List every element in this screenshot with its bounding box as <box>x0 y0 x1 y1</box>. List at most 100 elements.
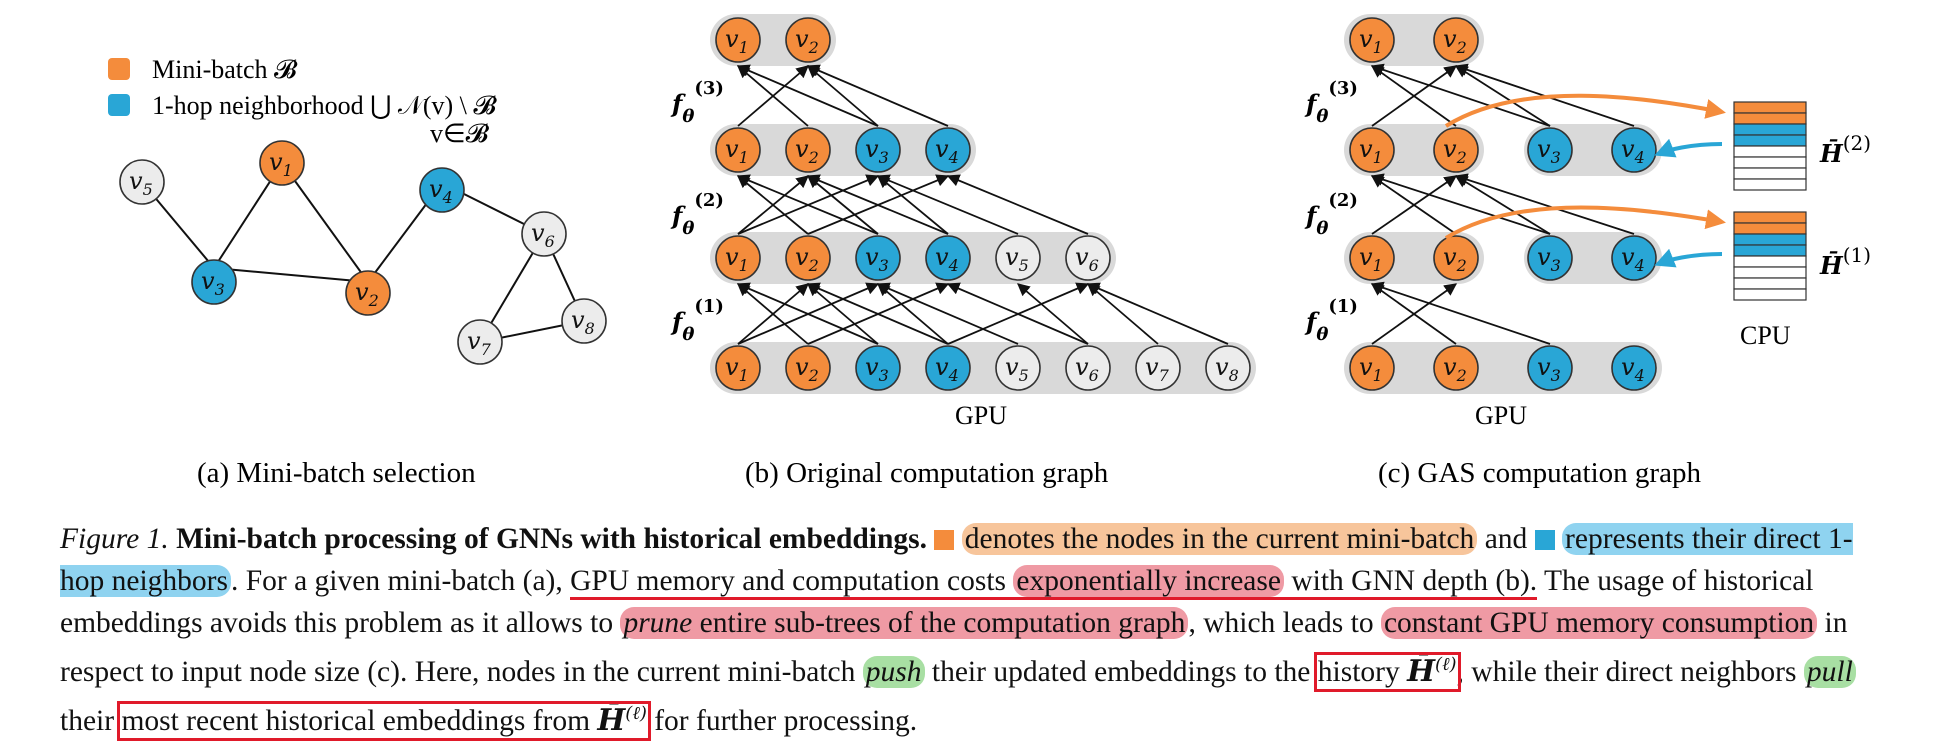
caption-p9: prune <box>623 607 693 639</box>
caption-b: (b) Original computation graph <box>745 457 1109 489</box>
panel-c-layer-3: fθ(3) <box>1304 78 1358 127</box>
node-v1: v1 <box>259 140 305 186</box>
legend-orange-swatch <box>108 58 130 80</box>
legend-neighborhood-label: 1-hop neighborhood ⋃ 𝒩(v) \ 𝓑 <box>152 91 497 120</box>
node-v4: v4 <box>419 167 465 213</box>
node-v2: v2 <box>1433 127 1479 173</box>
node-v2: v2 <box>785 127 831 173</box>
panel-b-layer-2: fθ(2) <box>670 190 724 239</box>
caption-p18: pull <box>1803 655 1856 688</box>
history-stack-1 <box>1733 211 1807 301</box>
panel-c-layer-1: fθ(1) <box>1304 296 1358 345</box>
history-stack-2 <box>1733 101 1807 191</box>
node-v4: v4 <box>925 127 971 173</box>
node-v1: v1 <box>715 127 761 173</box>
panel-b-layer-3: fθ(3) <box>670 78 724 127</box>
node-v4: v4 <box>1611 127 1657 173</box>
node-v2: v2 <box>345 270 391 316</box>
caption-p20: most recent historical embeddings from <box>121 704 591 737</box>
panel-b-edges <box>736 64 1229 345</box>
node-v1: v1 <box>1349 17 1395 63</box>
caption-p7: with GNN depth (b). <box>1291 565 1538 597</box>
blue-square-icon <box>1534 530 1555 550</box>
node-v2: v2 <box>785 235 831 281</box>
orange-square-icon <box>934 530 955 550</box>
node-v3: v3 <box>1527 235 1573 281</box>
caption-p21: for further processing. <box>654 704 918 737</box>
node-v4: v4 <box>925 235 971 281</box>
pull-arrow-2 <box>1654 138 1723 158</box>
legend-blue-swatch <box>108 94 130 116</box>
caption-p8: The usage of historical embeddings avoid… <box>60 565 1814 639</box>
node-v1: v1 <box>715 17 761 63</box>
node-v2: v2 <box>785 17 831 63</box>
history-2-label: H̄(2) <box>1819 131 1871 168</box>
node-v4: v4 <box>1611 235 1657 281</box>
history-1-label: H̄(1) <box>1819 243 1871 280</box>
caption-p10: entire sub-trees of the computation grap… <box>699 607 1186 639</box>
svg-text:v7: v7 <box>1145 353 1170 385</box>
panel-b-gpu-label: GPU <box>955 401 1007 430</box>
caption-p6: exponentially increase <box>1013 565 1284 597</box>
node-v3: v3 <box>855 345 901 391</box>
cpu-history-stacks <box>1733 101 1807 301</box>
push-arrow-2 <box>1444 93 1726 128</box>
node-v3: v3 <box>1527 127 1573 173</box>
node-v4: v4 <box>925 345 971 391</box>
caption-p13: in respect to input node size (c). Here,… <box>60 607 1848 688</box>
legend-subscript: v∈𝓑 <box>430 119 490 148</box>
node-v5: v5 <box>995 235 1041 281</box>
node-v8: v8 <box>561 298 607 344</box>
caption-p17: , while their direct neighbors <box>1456 655 1797 688</box>
node-v6: v6 <box>521 211 567 257</box>
caption-p19: their <box>60 704 115 737</box>
caption-h-symbol-2: H̄(ℓ) <box>597 701 647 737</box>
node-v2: v2 <box>1433 345 1479 391</box>
node-v6: v6 <box>1065 235 1111 281</box>
push-arrow-1 <box>1444 205 1726 240</box>
node-v8: v8 <box>1205 345 1251 391</box>
caption-title: Mini-batch processing of GNNs with histo… <box>176 523 928 555</box>
node-v3: v3 <box>1527 345 1573 391</box>
node-v2: v2 <box>785 345 831 391</box>
node-v5: v5 <box>995 345 1041 391</box>
caption-p1: denotes the nodes in the current mini-ba… <box>961 523 1478 555</box>
panel-c-cpu-label: CPU <box>1740 321 1791 350</box>
panel-b-nodes: v1 v2 v3 v4 v5 v6 v7 v8 v1 v2 v3 v4 v5 v6 v1 v2 v3 v4 v1 v2 <box>710 14 1256 394</box>
panel-c-layer-2: fθ(2) <box>1304 190 1358 239</box>
recent-history-box: most recent historical embeddings from H… <box>117 700 651 741</box>
panel-c-nodes: v1 v2 v3 v4 v1 v2 v3 v4 v1 v2 v3 v4 v1 v2 <box>1344 14 1662 394</box>
node-v6: v6 <box>1065 345 1111 391</box>
legend-minibatch-label: Mini-batch 𝓑 <box>152 55 298 84</box>
node-v2: v2 <box>1433 17 1479 63</box>
panel-c-edges <box>1370 63 1635 345</box>
caption-p4: . For a given mini-batch (a), <box>230 565 563 597</box>
caption-c: (c) GAS computation graph <box>1378 457 1701 489</box>
node-v1: v1 <box>715 345 761 391</box>
node-v1: v1 <box>1349 127 1395 173</box>
caption-p14: push <box>862 655 925 688</box>
caption-h-symbol: H̄(ℓ) <box>1407 652 1457 688</box>
caption-p11: , which leads to <box>1188 607 1374 639</box>
node-v7: v7 <box>1135 345 1181 391</box>
node-v3: v3 <box>855 235 901 281</box>
node-v3: v3 <box>191 259 237 305</box>
caption-p16: history <box>1317 655 1400 688</box>
figure-caption: Figure 1. Mini-batch processing of GNNs … <box>60 518 1890 742</box>
caption-fig-label: Figure 1. <box>60 523 169 555</box>
node-v1: v1 <box>715 235 761 281</box>
panel-c-gpu-label: GPU <box>1475 401 1527 430</box>
panel-a-nodes: v1 v2 v3 v4 v5 v6 v7 v8 <box>119 140 607 365</box>
caption-a: (a) Mini-batch selection <box>197 457 476 489</box>
node-v2: v2 <box>1433 235 1479 281</box>
node-v1: v1 <box>1349 345 1395 391</box>
caption-p15: their updated embeddings to the <box>931 655 1311 688</box>
node-v1: v1 <box>1349 235 1395 281</box>
caption-p2: and <box>1484 523 1528 555</box>
node-v7: v7 <box>457 319 503 365</box>
caption-p5: GPU memory and computation costs <box>570 565 1007 597</box>
pull-arrow-1 <box>1654 248 1723 268</box>
history-box: history H̄(ℓ) <box>1313 651 1461 692</box>
caption-p12: constant GPU memory consumption <box>1380 607 1818 639</box>
